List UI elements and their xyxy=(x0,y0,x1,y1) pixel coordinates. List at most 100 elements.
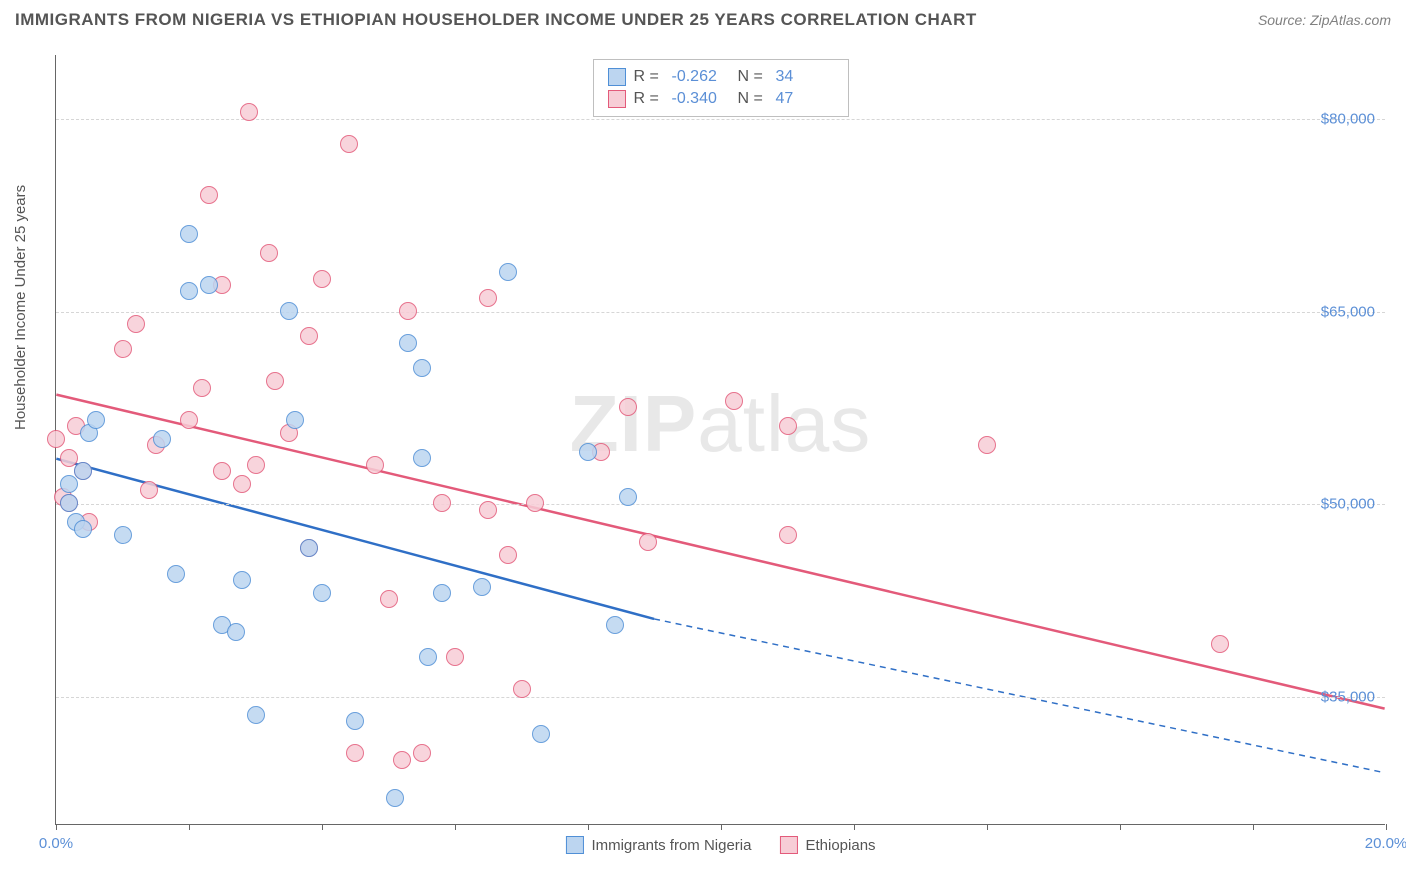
x-tick-label: 20.0% xyxy=(1365,835,1406,852)
ethiopia-n-value: 47 xyxy=(776,88,834,110)
ethiopia-marker xyxy=(639,533,657,551)
ethiopia-marker xyxy=(300,327,318,345)
x-tick xyxy=(455,824,456,830)
ethiopia-marker xyxy=(479,289,497,307)
ethiopia-marker xyxy=(433,494,451,512)
legend-item-ethiopia: Ethiopians xyxy=(779,836,875,854)
nigeria-marker xyxy=(74,520,92,538)
nigeria-marker xyxy=(619,488,637,506)
ethiopia-marker xyxy=(233,475,251,493)
ethiopia-marker xyxy=(260,244,278,262)
swatch-nigeria-icon xyxy=(608,68,626,86)
x-tick xyxy=(322,824,323,830)
chart-title: IMMIGRANTS FROM NIGERIA VS ETHIOPIAN HOU… xyxy=(15,10,977,29)
ethiopia-marker xyxy=(127,315,145,333)
ethiopia-marker xyxy=(619,398,637,416)
legend-label-nigeria: Immigrants from Nigeria xyxy=(591,837,751,854)
nigeria-marker xyxy=(280,302,298,320)
y-tick-label: $50,000 xyxy=(1321,496,1375,513)
y-tick-label: $80,000 xyxy=(1321,111,1375,128)
n-label: N = xyxy=(738,88,768,110)
ethiopia-marker xyxy=(213,462,231,480)
ethiopia-marker xyxy=(180,411,198,429)
ethiopia-marker xyxy=(200,186,218,204)
ethiopia-marker xyxy=(446,648,464,666)
ethiopia-r-value: -0.340 xyxy=(672,88,730,110)
r-label: R = xyxy=(634,88,664,110)
gridline xyxy=(56,504,1385,505)
swatch-nigeria-icon xyxy=(565,836,583,854)
nigeria-marker xyxy=(433,584,451,602)
ethiopia-marker xyxy=(978,436,996,454)
ethiopia-marker xyxy=(1211,635,1229,653)
ethiopia-marker xyxy=(114,340,132,358)
source-label: Source: ZipAtlas.com xyxy=(1258,12,1391,28)
ethiopia-marker xyxy=(247,456,265,474)
x-tick xyxy=(189,824,190,830)
ethiopia-marker xyxy=(313,270,331,288)
gridline xyxy=(56,697,1385,698)
gridline xyxy=(56,312,1385,313)
ethiopia-marker xyxy=(346,744,364,762)
nigeria-marker xyxy=(233,571,251,589)
nigeria-marker xyxy=(399,334,417,352)
nigeria-marker xyxy=(153,430,171,448)
ethiopia-marker xyxy=(393,751,411,769)
swatch-ethiopia-icon xyxy=(608,90,626,108)
legend-item-nigeria: Immigrants from Nigeria xyxy=(565,836,751,854)
ethiopia-marker xyxy=(399,302,417,320)
ethiopia-marker xyxy=(513,680,531,698)
ethiopia-marker xyxy=(479,501,497,519)
nigeria-n-value: 34 xyxy=(776,66,834,88)
ethiopia-marker xyxy=(779,526,797,544)
nigeria-marker xyxy=(532,725,550,743)
y-tick-label: $65,000 xyxy=(1321,303,1375,320)
x-tick xyxy=(56,824,57,830)
ethiopia-marker xyxy=(366,456,384,474)
ethiopia-marker xyxy=(266,372,284,390)
x-tick xyxy=(1386,824,1387,830)
x-tick xyxy=(1120,824,1121,830)
nigeria-marker xyxy=(313,584,331,602)
nigeria-marker xyxy=(579,443,597,461)
ethiopia-marker xyxy=(140,481,158,499)
nigeria-marker xyxy=(419,648,437,666)
x-tick xyxy=(854,824,855,830)
nigeria-marker xyxy=(167,565,185,583)
ethiopia-marker xyxy=(240,103,258,121)
nigeria-marker xyxy=(60,494,78,512)
nigeria-marker xyxy=(286,411,304,429)
ethiopia-marker xyxy=(725,392,743,410)
ethiopia-marker xyxy=(193,379,211,397)
x-tick xyxy=(1253,824,1254,830)
nigeria-marker xyxy=(87,411,105,429)
gridline xyxy=(56,119,1385,120)
ethiopia-marker xyxy=(499,546,517,564)
x-tick-label: 0.0% xyxy=(39,835,73,852)
y-axis-label: Householder Income Under 25 years xyxy=(12,185,29,430)
legend-row-nigeria: R = -0.262 N = 34 xyxy=(608,66,834,88)
series-legend: Immigrants from Nigeria Ethiopians xyxy=(565,836,875,854)
nigeria-marker xyxy=(74,462,92,480)
ethiopia-marker xyxy=(340,135,358,153)
nigeria-marker xyxy=(180,282,198,300)
ethiopia-marker xyxy=(526,494,544,512)
watermark: ZIPatlas xyxy=(570,378,871,470)
r-label: R = xyxy=(634,66,664,88)
nigeria-marker xyxy=(227,623,245,641)
ethiopia-marker xyxy=(380,590,398,608)
ethiopia-marker xyxy=(47,430,65,448)
nigeria-marker xyxy=(473,578,491,596)
n-label: N = xyxy=(738,66,768,88)
x-tick xyxy=(588,824,589,830)
y-tick-label: $35,000 xyxy=(1321,688,1375,705)
ethiopia-marker xyxy=(779,417,797,435)
nigeria-marker xyxy=(200,276,218,294)
nigeria-marker xyxy=(300,539,318,557)
nigeria-marker xyxy=(180,225,198,243)
chart-header: IMMIGRANTS FROM NIGERIA VS ETHIOPIAN HOU… xyxy=(15,10,1391,40)
legend-row-ethiopia: R = -0.340 N = 47 xyxy=(608,88,834,110)
x-tick xyxy=(987,824,988,830)
nigeria-marker xyxy=(386,789,404,807)
nigeria-marker xyxy=(413,449,431,467)
